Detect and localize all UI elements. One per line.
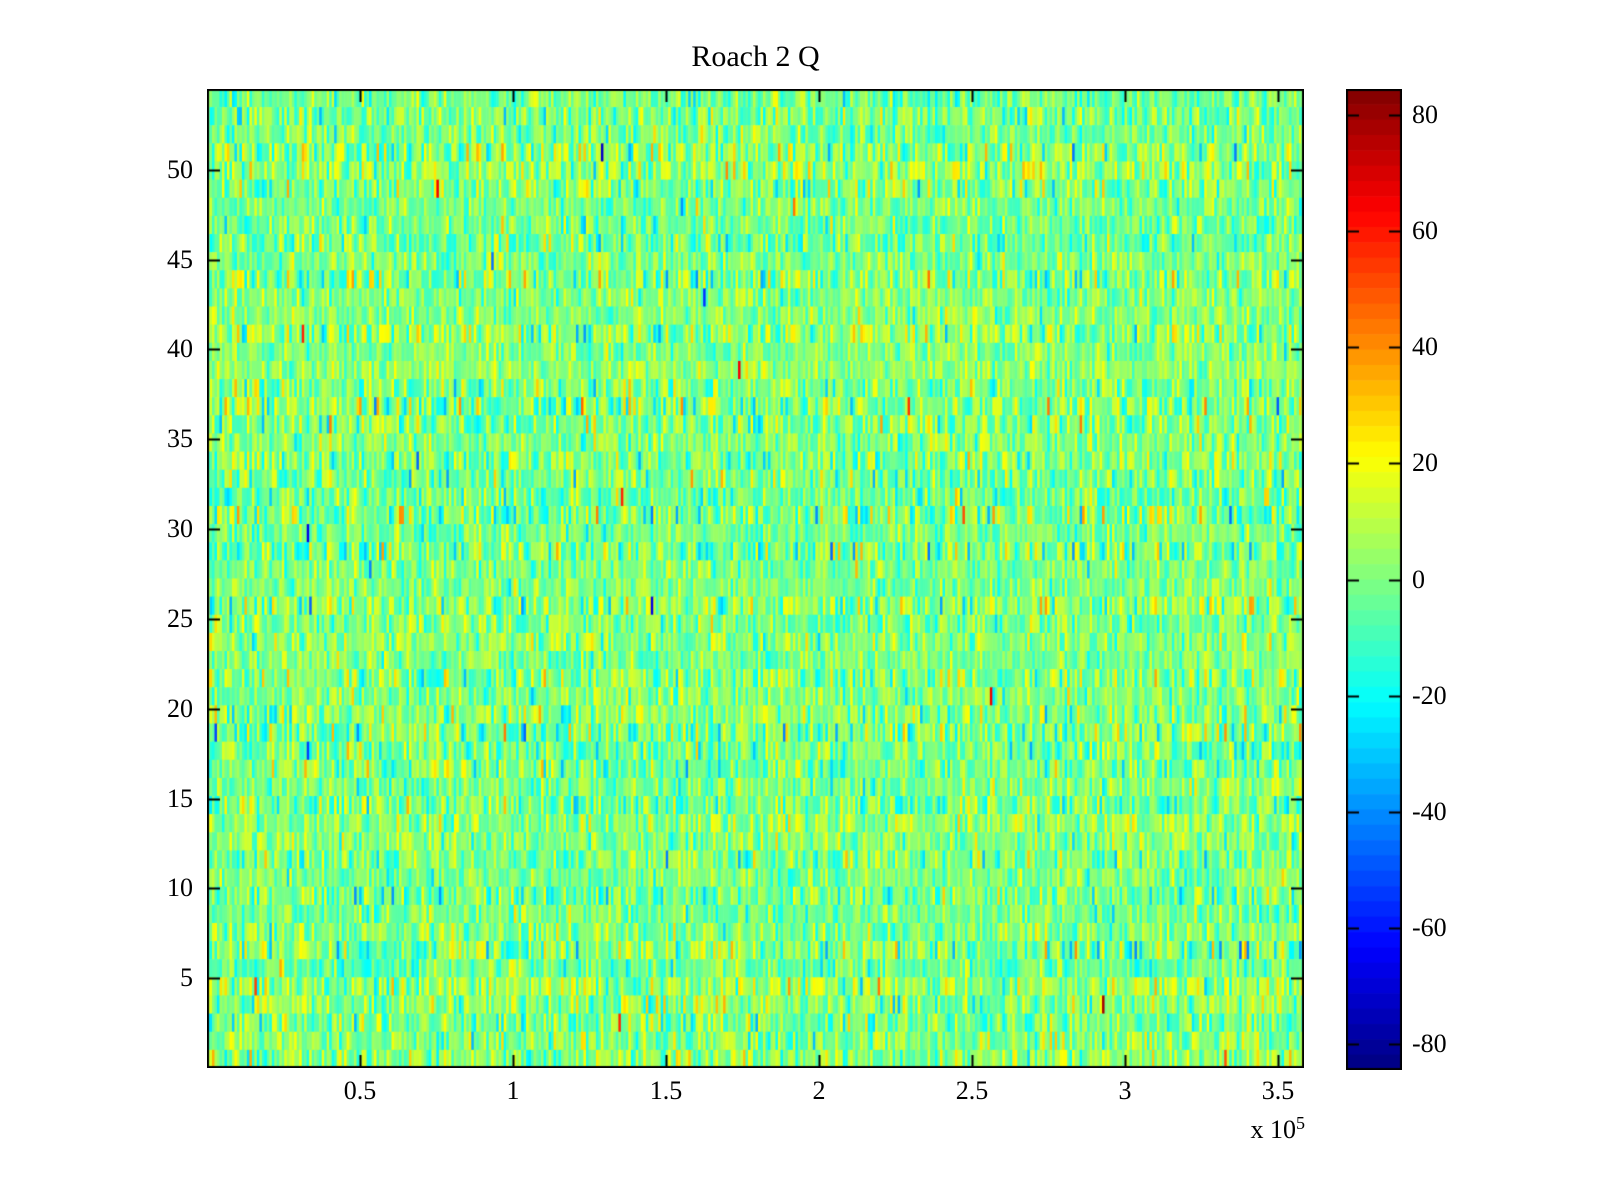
colorbar-tick-label--60: -60 <box>1412 913 1447 942</box>
colorbar-tick-label-0: 0 <box>1412 565 1425 594</box>
colorbar-tick-label-80: 80 <box>1412 100 1438 129</box>
x-tick-label-0.5: 0.5 <box>343 1076 377 1105</box>
colorbar-tick-label-20: 20 <box>1412 448 1438 477</box>
y-tick-label-40: 40 <box>167 334 193 363</box>
x-axis-exponent-label: x 105 <box>1205 1113 1306 1145</box>
x-tick-label-2.5: 2.5 <box>955 1076 989 1105</box>
x-tick-label-3: 3 <box>1118 1076 1132 1105</box>
x-tick-label-3.5: 3.5 <box>1261 1076 1295 1105</box>
colorbar-tick-label--80: -80 <box>1412 1029 1447 1058</box>
y-tick-label-5: 5 <box>180 963 193 992</box>
colorbar-tick-label-40: 40 <box>1412 332 1438 361</box>
y-tick-label-10: 10 <box>167 873 193 902</box>
y-tick-label-15: 15 <box>167 784 193 813</box>
y-tick-label-30: 30 <box>167 514 193 543</box>
x-tick-label-2: 2 <box>812 1076 826 1105</box>
colorbar-tick-label--40: -40 <box>1412 797 1447 826</box>
y-tick-label-20: 20 <box>167 694 193 723</box>
heatmap-plot <box>207 89 1304 1068</box>
colorbar-tick-label--20: -20 <box>1412 681 1447 710</box>
y-tick-label-25: 25 <box>167 604 193 633</box>
x-tick-label-1.5: 1.5 <box>649 1076 683 1105</box>
x-tick-label-1: 1 <box>506 1076 520 1105</box>
x-axis-exponent-sup: 5 <box>1296 1113 1305 1133</box>
colorbar <box>1346 89 1402 1070</box>
chart-title: Roach 2 Q <box>691 40 820 73</box>
x-axis-exponent-base: x 10 <box>1250 1115 1297 1144</box>
colorbar-tick-label-60: 60 <box>1412 216 1438 245</box>
y-tick-label-35: 35 <box>167 424 193 453</box>
y-tick-label-50: 50 <box>167 155 193 184</box>
y-tick-label-45: 45 <box>167 245 193 274</box>
